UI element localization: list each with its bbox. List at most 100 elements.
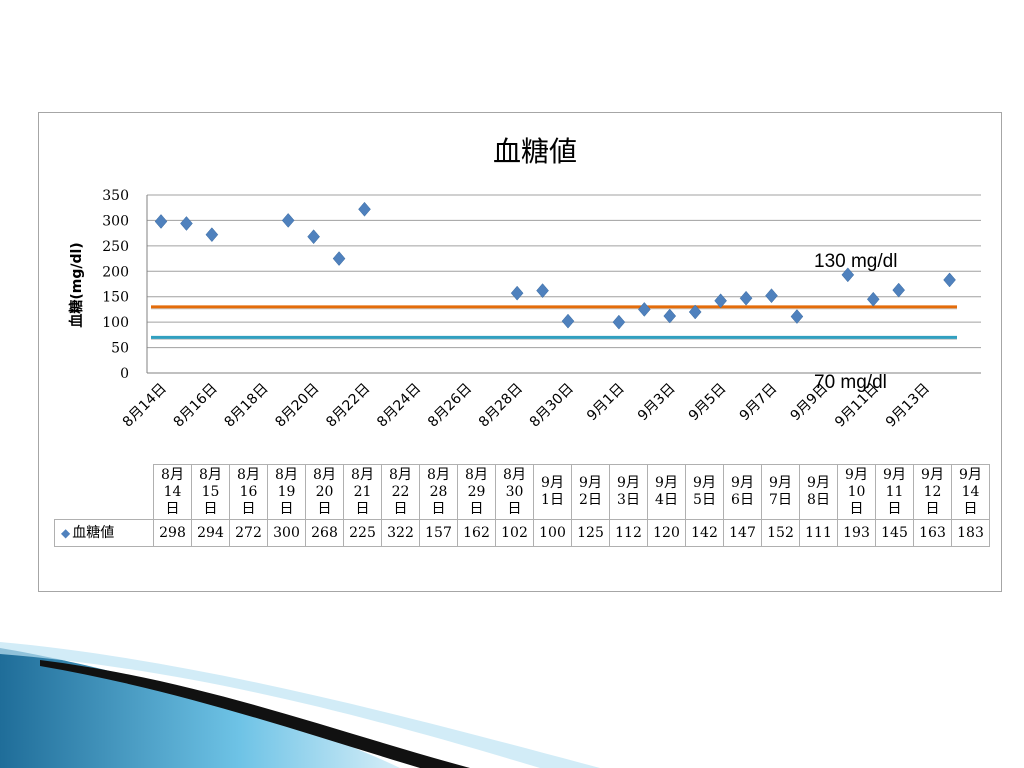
data-point [561,313,575,329]
x-tick-label: 8月28日 [476,381,526,431]
data-point [154,214,168,229]
decorative-swoosh [0,642,600,768]
x-tick-label: 8月24日 [374,381,424,431]
data-point [841,267,855,283]
y-tick-label: 50 [111,341,129,357]
data-point [536,283,549,298]
data-point [180,216,193,231]
swoosh-blue [0,648,400,768]
data-points [154,201,956,330]
swoosh-light [0,642,600,768]
table-value-cell: 112 [609,519,648,547]
x-tick-label: 9月1日 [584,381,628,425]
table-header-cell: 9月 6日 [723,464,762,520]
table-value-cell: 102 [495,519,534,547]
x-tick-label: 8月16日 [171,381,221,431]
series-name: 血糖値 [72,524,115,541]
table-header-cell: 9月 10 日 [837,464,876,520]
table-corner [55,465,154,520]
table-header-cell: 9月 11 日 [875,464,914,520]
table-header-cell: 9月 4日 [647,464,686,520]
table-header-row: 8月 14 日 8月 15 日 8月 16 日 8月 19 日 8月 20 日 8月 21 日 8月 22 日 8月 28 日… [55,464,990,520]
data-point [358,201,371,217]
table-value-cell: 225 [343,519,382,547]
table-series-label: ◆ 血糖値 [54,519,154,547]
table-header-cell: 8月 16 日 [229,464,268,520]
x-tick-label: 8月18日 [222,381,272,431]
data-point [307,229,320,245]
x-tick-label: 8月14日 [120,381,170,431]
x-tick-label: 8月22日 [323,381,373,431]
table-header-cell: 8月 19 日 [267,464,306,520]
table-header-cell: 8月 30 日 [495,464,534,520]
table-header-cell: 9月 3日 [609,464,648,520]
y-tick-label: 300 [102,213,129,229]
reference-label-130: 130 mg/dl [814,251,898,272]
data-point [510,285,524,301]
data-point [332,251,346,266]
y-tick-label: 150 [102,290,129,306]
x-tick-label: 9月13日 [883,381,933,431]
table-header-cell: 9月 14 日 [951,464,990,520]
table-header-cell: 8月 22 日 [381,464,420,520]
data-point [943,272,956,288]
x-tick-label: 8月30日 [527,381,577,431]
table-header-cell: 8月 15 日 [191,464,230,520]
table-value-cell: 162 [457,519,496,547]
y-tick-label: 200 [102,264,129,280]
table-value-cell: 125 [571,519,610,547]
table-header-cell: 8月 14 日 [153,464,192,520]
table-header-cell: 8月 29 日 [457,464,496,520]
y-tick-label: 350 [102,188,129,204]
x-tick-label: 8月20日 [272,381,322,431]
y-tick-label: 250 [102,239,129,255]
data-point [688,304,702,320]
table-value-cell: 272 [229,519,268,547]
table-header-cell: 8月 28 日 [419,464,458,520]
table-header-cell: 8月 21 日 [343,464,382,520]
x-tick-labels: 8月14日 8月16日 8月18日 8月20日 8月22日 8月24日 8月26日 8月28日… [120,381,933,431]
data-point [714,293,727,309]
x-tick-label: 9月3日 [635,381,679,425]
data-point [765,288,778,304]
data-point [663,308,677,324]
table-value-cell: 183 [951,519,990,547]
data-point [205,227,219,243]
y-tick-labels: 0 50 100 150 200 250 300 350 [102,188,129,382]
table-value-cell: 294 [191,519,230,547]
table-value-cell: 111 [799,519,838,547]
table-header-cell: 9月 12 日 [913,464,952,520]
table-value-cell: 193 [837,519,876,547]
x-tick-label: 9月5日 [686,381,730,425]
table-header-cell: 9月 1日 [533,464,572,520]
table-value-cell: 152 [761,519,800,547]
table-header-cell: 9月 2日 [571,464,610,520]
table-value-cell: 142 [685,519,724,547]
table-value-cell: 120 [647,519,686,547]
table-value-cell: 147 [723,519,762,547]
table-value-cell: 268 [305,519,344,547]
table-value-cell: 157 [419,519,458,547]
data-point [790,309,804,324]
data-table: 8月 14 日 8月 15 日 8月 16 日 8月 19 日 8月 20 日 8月 21 日 8月 22 日 8月 28 日… [54,464,990,547]
table-value-cell: 145 [875,519,914,547]
data-point [281,213,295,228]
data-point [866,291,880,307]
data-point [612,314,626,330]
swoosh-dark [40,660,470,768]
reference-lines [151,305,957,340]
table-value-cell: 298 [153,519,192,547]
y-axis-label: 血糖(mg/dl) [68,242,85,327]
data-point [637,302,651,317]
x-tick-label: 8月26日 [425,381,475,431]
table-value-row: ◆ 血糖値 298 294 272 300 268 225 322 157 162 102 100 12… [54,519,990,547]
table-value-cell: 300 [267,519,306,547]
chart-svg: 血糖値 血糖(mg/dl) 0 50 100 150 200 250 300 350 8月14… [68,135,981,431]
table-header-cell: 8月 20 日 [305,464,344,520]
table-value-cell: 163 [913,519,952,547]
chart-title: 血糖値 [493,135,577,168]
table-value-cell: 322 [381,519,420,547]
legend-diamond-icon: ◆ [61,525,71,540]
table-value-cell: 100 [533,519,572,547]
